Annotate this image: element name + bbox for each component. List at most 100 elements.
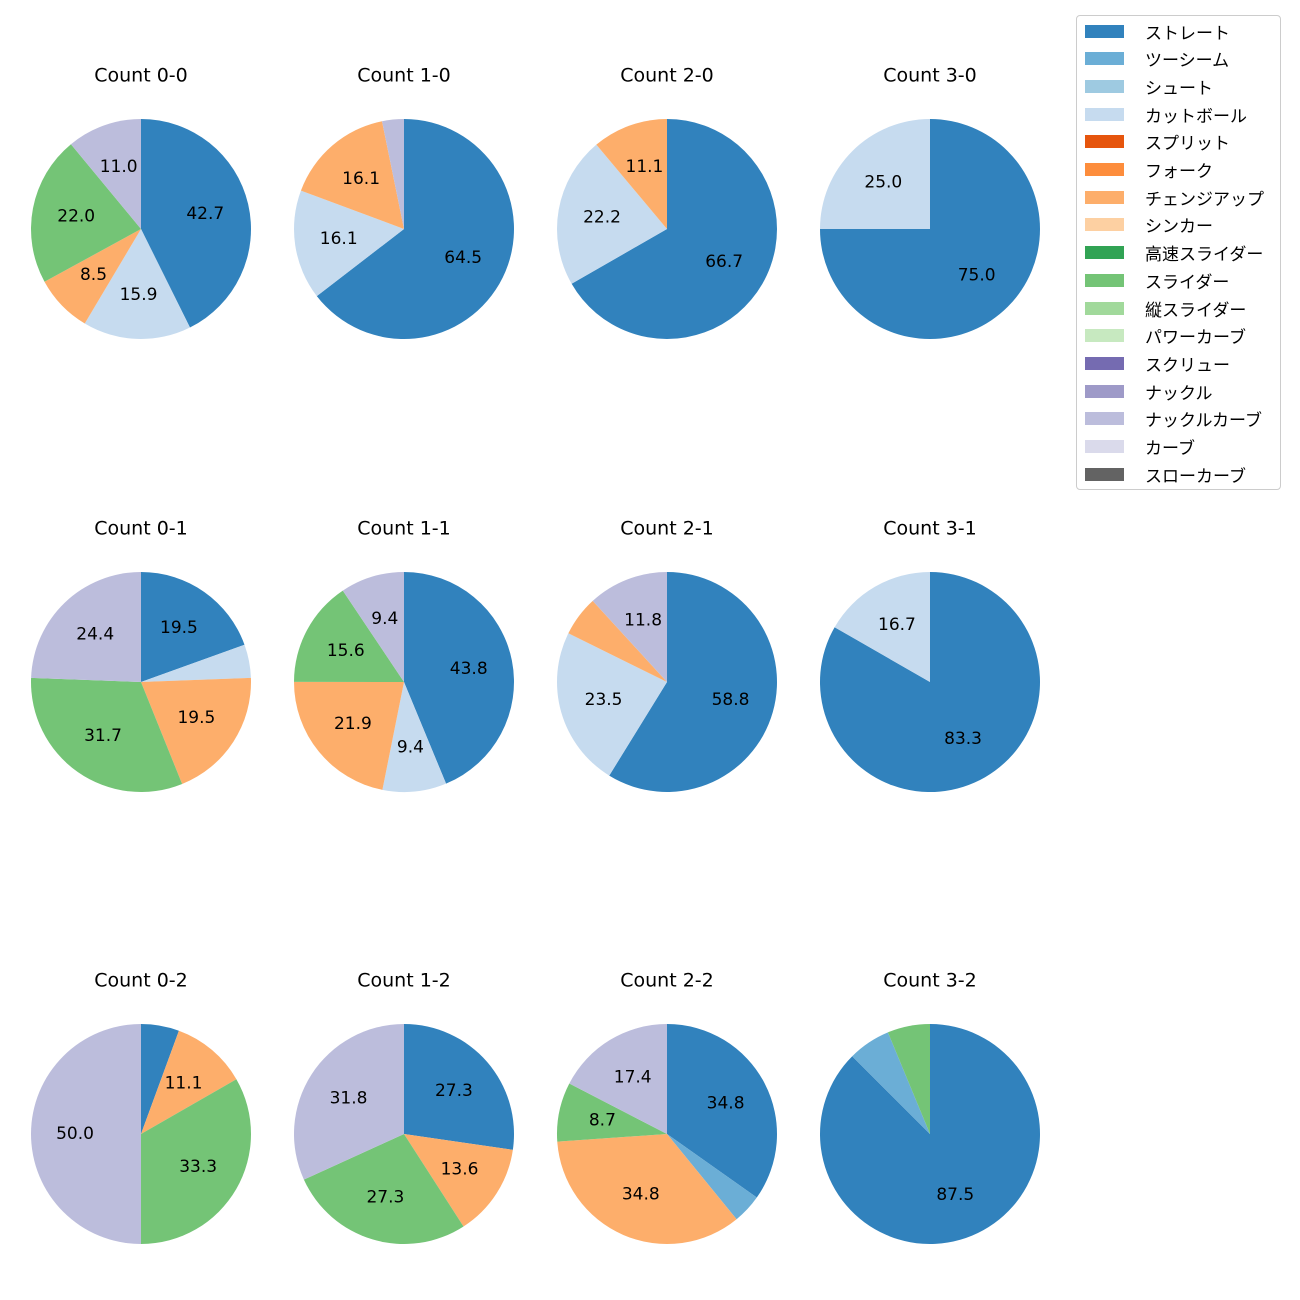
legend-swatch: [1085, 301, 1124, 315]
legend-item: カーブ: [1085, 437, 1195, 459]
legend-label: 高速スライダー: [1145, 245, 1264, 266]
slice-label: 22.2: [583, 207, 621, 227]
pie-title: Count 2-2: [620, 970, 714, 992]
legend-swatch: [1085, 107, 1124, 121]
pie-title: Count 1-0: [357, 65, 451, 87]
legend-swatch: [1085, 356, 1124, 370]
legend-item: フォーク: [1085, 160, 1213, 182]
slice-label: 25.0: [864, 172, 902, 192]
legend-label: シンカー: [1145, 217, 1213, 238]
legend-swatch: [1085, 384, 1124, 398]
pie-count-1-0: Count 1-0 64.5 16.1 16.1: [294, 65, 514, 340]
slice-label: 22.0: [57, 207, 95, 227]
legend-item: スクリュー: [1085, 353, 1230, 376]
pie-slice: [571, 119, 777, 339]
pie-count-0-2: Count 0-2 11.1 33.3 50.0: [31, 970, 251, 1244]
pie-title: Count 0-0: [94, 65, 188, 87]
legend-swatch: [1085, 163, 1124, 176]
pie-title: Count 2-1: [620, 518, 714, 540]
legend-label: パワーカーブ: [1145, 328, 1246, 349]
pie-title: Count 1-2: [357, 970, 451, 992]
pie-slice: [342, 572, 404, 682]
pie-slice: [404, 1134, 513, 1227]
pie-title: Count 1-1: [357, 518, 451, 540]
pie-title: Count 2-0: [620, 65, 714, 87]
legend-label: スクリュー: [1145, 355, 1230, 376]
slice-label: 66.7: [705, 252, 743, 272]
slice-label: 27.3: [366, 1187, 404, 1207]
pie-count-2-0: Count 2-0 66.7 22.2 11.1: [557, 65, 777, 339]
slice-label: 31.7: [84, 726, 122, 746]
pie-slice: [294, 1024, 404, 1180]
pie-slice: [820, 1024, 1041, 1245]
legend-label: スプリット: [1145, 134, 1230, 155]
legend-item: ナックル: [1085, 381, 1213, 404]
legend-label: スローカーブ: [1145, 466, 1246, 487]
legend-swatch: [1085, 52, 1124, 66]
legend-item: チェンジアップ: [1085, 187, 1264, 210]
pie-slice: [141, 1030, 237, 1134]
pie-slice: [568, 600, 667, 682]
legend-item: スプリット: [1085, 132, 1230, 155]
pie-title: Count 0-2: [94, 970, 188, 992]
pie-slice: [887, 1024, 930, 1134]
pie-count-2-2: Count 2-2 34.8 34.8 8.7 17.4: [557, 970, 777, 1244]
pie-slice: [382, 682, 447, 792]
legend-label: カットボール: [1145, 106, 1247, 127]
pie-slice: [557, 633, 667, 776]
legend-label: カーブ: [1145, 439, 1195, 459]
legend-swatch: [1085, 273, 1124, 287]
pie-title: Count 3-0: [883, 65, 977, 87]
pie-slice: [44, 229, 141, 324]
pie-slice: [141, 119, 252, 328]
pie-slice: [70, 119, 141, 229]
pie-slice: [557, 1083, 667, 1142]
legend-swatch: [1085, 190, 1124, 204]
slice-label: 23.5: [585, 690, 623, 710]
legend-swatch: [1085, 467, 1124, 481]
pie-slice: [609, 572, 777, 792]
slice-label: 13.6: [441, 1160, 479, 1180]
legend-item: シンカー: [1085, 215, 1213, 238]
slice-label: 11.0: [100, 157, 138, 177]
pie-title: Count 3-2: [883, 970, 977, 992]
slice-label: 21.9: [334, 714, 372, 734]
legend: ストレートツーシームシュートカットボール スプリットフォークチェンジアップシンカー…: [1076, 15, 1281, 490]
pie-slice: [382, 119, 404, 229]
legend-label: ナックルカーブ: [1145, 411, 1262, 432]
pie-count-0-1: Count 0-1 19.5 19.5 31.7 24.4: [31, 518, 251, 792]
legend-item: カットボール: [1085, 104, 1247, 127]
legend-item: ツーシーム: [1085, 49, 1229, 71]
legend-label: ナックル: [1145, 383, 1213, 404]
pie-count-3-0: Count 3-0 75.0 25.0: [820, 65, 1040, 339]
slice-label: 8.5: [80, 265, 107, 285]
slice-label: 11.1: [165, 1074, 203, 1094]
slice-label: 87.5: [936, 1185, 974, 1205]
legend-label: フォーク: [1145, 162, 1213, 182]
pie-slice: [84, 229, 190, 340]
pie-slice: [834, 572, 930, 682]
legend-swatch: [1085, 246, 1124, 260]
pie-count-3-1: Count 3-1 83.3 16.7: [819, 518, 1041, 792]
legend-label: ストレート: [1145, 23, 1230, 44]
pie-slice: [667, 1134, 757, 1220]
pie-slice: [404, 1024, 514, 1150]
pie-slice: [294, 590, 404, 682]
legend-swatch: [1085, 412, 1124, 426]
pie-slice: [141, 1079, 251, 1244]
pie-title: Count 3-1: [883, 518, 977, 540]
slice-label: 15.6: [327, 641, 365, 661]
slice-label: 27.3: [435, 1081, 473, 1101]
pie-slice: [667, 1024, 777, 1198]
slice-label: 58.8: [712, 690, 750, 710]
slice-label: 16.7: [878, 615, 916, 635]
pie-count-1-1: Count 1-1 43.8 9.4 21.9 15.6 9.4: [294, 518, 514, 792]
pie-slice: [294, 190, 404, 297]
legend-label: シュート: [1145, 78, 1213, 99]
pie-count-1-2: Count 1-2 27.3 13.6 27.3 31.8: [294, 970, 514, 1244]
pie-slice: [852, 1032, 930, 1134]
pie-slice: [592, 572, 667, 682]
slice-label: 33.3: [179, 1157, 217, 1177]
legend-item: 高速スライダー: [1085, 243, 1264, 266]
